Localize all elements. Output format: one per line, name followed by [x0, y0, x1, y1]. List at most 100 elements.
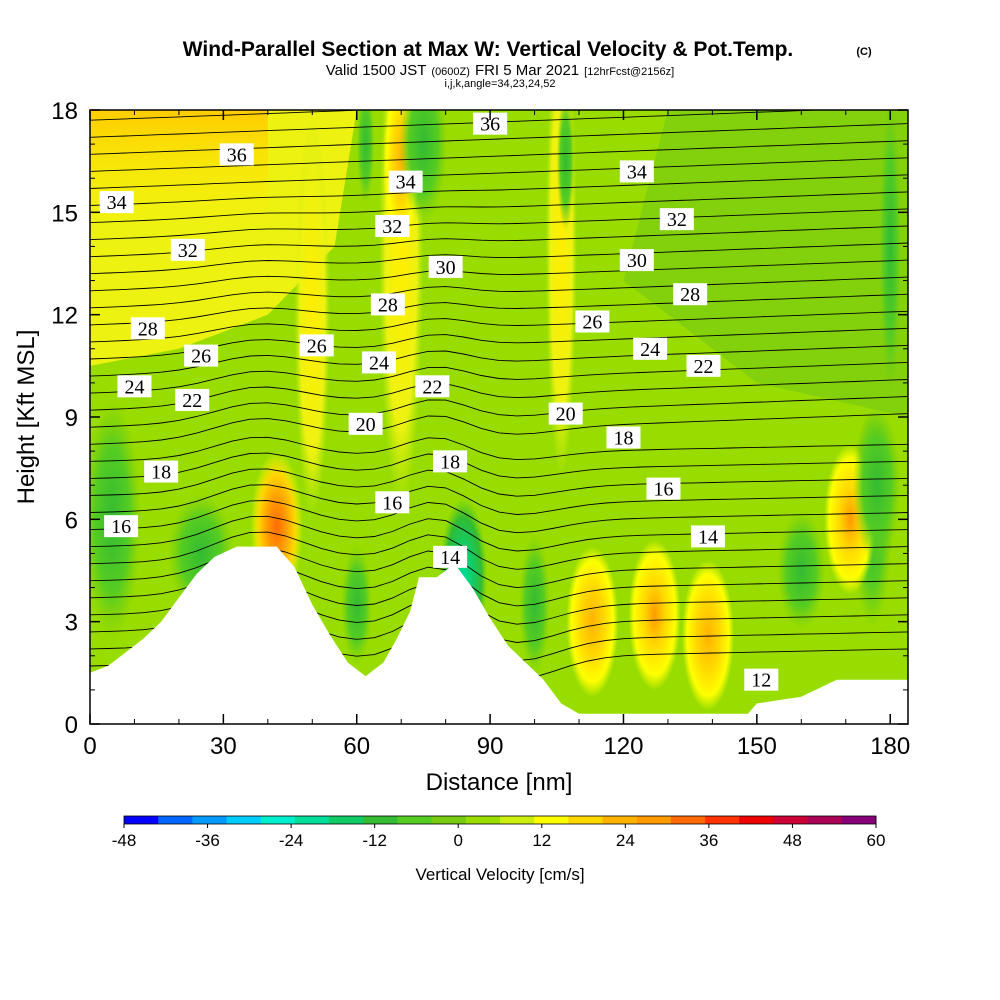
isentrope-label-box	[130, 317, 165, 340]
isentrope-label: 14	[698, 526, 718, 548]
isentrope-label: 18	[151, 462, 171, 484]
isentrope	[90, 327, 908, 360]
isentrope-label-box	[619, 160, 654, 183]
x-tick-label: 30	[210, 733, 237, 760]
isentrope-label-box	[744, 668, 779, 691]
isentrope-label-box	[375, 214, 410, 237]
isentrope-label-box	[548, 402, 583, 425]
field-plume	[294, 114, 331, 515]
isentrope-label: 36	[480, 114, 500, 136]
isentrope-label-box	[428, 255, 463, 278]
isentrope-labels: 36 36 34 34 34 32 32 32 30 30 28 28 28 26 26 26 24 24 24 22…	[99, 112, 779, 692]
x-axis: 0 30 60 90 120 150 180	[83, 110, 910, 760]
colorbar-swatch	[465, 816, 501, 824]
isentrope	[90, 468, 908, 497]
colorbar-swatch	[636, 816, 672, 824]
colorbar-swatch	[500, 816, 535, 824]
field-plume	[776, 510, 826, 631]
isentrope-label: 34	[396, 172, 416, 194]
colorbar-tick-label: -48	[112, 831, 137, 850]
isentrope-label: 12	[751, 670, 771, 692]
isentrope-label-box	[575, 310, 610, 333]
x-tick-label: 180	[870, 733, 910, 760]
isentrope-label-box	[170, 238, 205, 261]
isentrope	[90, 361, 908, 394]
isentrope	[90, 157, 908, 189]
isentrope	[90, 225, 908, 258]
colorbar-tick-label: 36	[699, 831, 718, 850]
isentrope	[90, 436, 908, 462]
isentrope-label: 34	[627, 161, 647, 183]
isentrope-label: 24	[640, 339, 660, 361]
colorbar-swatch	[260, 816, 296, 824]
isentrope-label: 16	[111, 516, 131, 538]
velocity-feature-downdraft	[852, 405, 901, 566]
colorbar-tick-label: -36	[195, 831, 220, 850]
colorbar-tick-label: -24	[279, 831, 304, 850]
isentrope-label: 32	[382, 216, 402, 238]
y-tick-label: 12	[51, 303, 78, 330]
colorbar-swatch	[568, 816, 604, 824]
isentrope-label: 16	[653, 479, 673, 501]
colorbar-swatch	[534, 816, 569, 824]
isentrope-label-box	[299, 334, 334, 357]
isentrope-label: 28	[378, 294, 398, 316]
isentrope-label-box	[348, 412, 383, 435]
x-tick-label: 120	[603, 733, 643, 760]
field-region-green-upper-right	[623, 110, 908, 417]
x-tick-label: 150	[737, 733, 777, 760]
isentrope-label: 36	[227, 144, 247, 166]
isentrope-label-box	[433, 545, 468, 568]
colorbar-swatch	[841, 816, 877, 824]
isentrope-label-box	[370, 293, 405, 316]
velocity-feature-updraft	[566, 546, 619, 697]
isentrope-label: 20	[356, 414, 376, 436]
isentrope-label-box	[686, 354, 721, 377]
isentrope	[90, 174, 908, 206]
x-tick-label: 0	[83, 733, 96, 760]
isentrope-label: 26	[582, 311, 602, 333]
colorbar-tick-label: -12	[362, 831, 387, 850]
isentrope-label: 18	[613, 427, 633, 449]
isentrope-label-box	[175, 388, 210, 411]
colorbar-swatch	[705, 816, 740, 824]
isentrope	[90, 413, 908, 445]
colorbar-swatch	[807, 816, 843, 824]
copyright-mark: (C)	[856, 46, 872, 58]
isentrope-label-box	[633, 337, 668, 360]
isentrope-label-box	[690, 525, 725, 548]
colorbar-frame	[123, 815, 877, 825]
isentrope	[90, 396, 908, 428]
colorbar-tick-label: 0	[453, 831, 462, 850]
x-axis-label: Distance [nm]	[426, 769, 573, 796]
colorbar-swatch	[670, 816, 706, 824]
isentrope-label: 24	[369, 352, 389, 374]
field-plume	[356, 110, 375, 205]
isentrope-label-box	[375, 491, 410, 514]
colorbar-swatch	[773, 816, 809, 824]
colorbar-swatch	[192, 816, 228, 824]
isentrope-label-box	[415, 375, 450, 398]
y-tick-label: 18	[51, 98, 78, 125]
isentrope	[90, 531, 908, 570]
isentrope-label-box	[361, 351, 396, 374]
y-tick-label: 6	[65, 507, 78, 534]
isentrope-label-box	[606, 426, 641, 449]
isentrope	[90, 208, 908, 241]
colorbar-swatch	[124, 816, 159, 824]
isentrope	[90, 344, 908, 377]
isentrope-label-box	[646, 477, 681, 500]
isentrope-label-box	[219, 143, 254, 166]
isentrope-label-box	[659, 208, 694, 231]
colorbar-tick-label: 24	[616, 831, 635, 850]
colorbar-label: Vertical Velocity [cm/s]	[415, 865, 584, 884]
isentrope-label: 32	[178, 240, 198, 262]
y-tick-label: 0	[65, 712, 78, 739]
x-tick-label: 90	[477, 733, 504, 760]
isentrope-label-box	[673, 283, 708, 306]
isentrope-label: 18	[440, 451, 460, 473]
colorbar-swatch	[329, 816, 364, 824]
isentrope-label-box	[117, 375, 152, 398]
colorbar-swatch	[397, 816, 433, 824]
